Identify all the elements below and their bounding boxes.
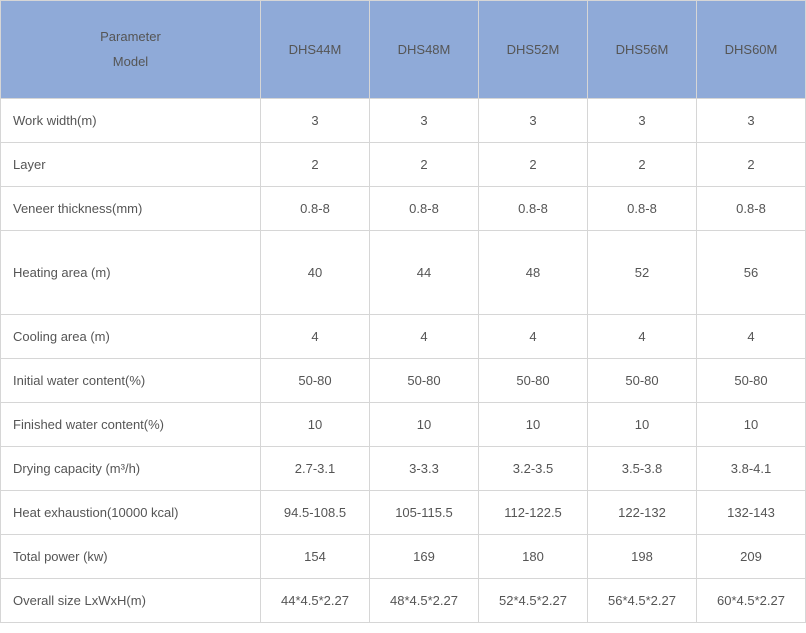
header-model-1: DHS48M: [370, 1, 479, 99]
table-row: Overall size LxWxH(m)44*4.5*2.2748*4.5*2…: [1, 579, 806, 623]
row-label: Cooling area (m): [1, 315, 261, 359]
cell-value: 56: [697, 231, 806, 315]
header-model-2: DHS52M: [479, 1, 588, 99]
row-label: Veneer thickness(mm): [1, 187, 261, 231]
cell-value: 3-3.3: [370, 447, 479, 491]
cell-value: 2.7-3.1: [261, 447, 370, 491]
table-row: Veneer thickness(mm)0.8-80.8-80.8-80.8-8…: [1, 187, 806, 231]
table-row: Finished water content(%)1010101010: [1, 403, 806, 447]
cell-value: 40: [261, 231, 370, 315]
table-row: Cooling area (m)44444: [1, 315, 806, 359]
cell-value: 122-132: [588, 491, 697, 535]
row-label: Finished water content(%): [1, 403, 261, 447]
cell-value: 50-80: [697, 359, 806, 403]
cell-value: 2: [370, 143, 479, 187]
row-label: Heating area (m): [1, 231, 261, 315]
spec-table: Parameter Model DHS44M DHS48M DHS52M DHS…: [0, 0, 806, 623]
table-row: Initial water content(%)50-8050-8050-805…: [1, 359, 806, 403]
row-label: Work width(m): [1, 99, 261, 143]
cell-value: 180: [479, 535, 588, 579]
row-label: Drying capacity (m³/h): [1, 447, 261, 491]
table-row: Layer22222: [1, 143, 806, 187]
row-label: Total power (kw): [1, 535, 261, 579]
row-label: Layer: [1, 143, 261, 187]
cell-value: 2: [588, 143, 697, 187]
header-model-0: DHS44M: [261, 1, 370, 99]
cell-value: 94.5-108.5: [261, 491, 370, 535]
cell-value: 48: [479, 231, 588, 315]
header-parameter-model-inner: Parameter Model: [11, 25, 250, 74]
cell-value: 44*4.5*2.27: [261, 579, 370, 623]
cell-value: 209: [697, 535, 806, 579]
cell-value: 0.8-8: [370, 187, 479, 231]
cell-value: 0.8-8: [697, 187, 806, 231]
table-row: Heat exhaustion(10000 kcal)94.5-108.5105…: [1, 491, 806, 535]
header-model-label: Model: [11, 50, 250, 75]
cell-value: 10: [479, 403, 588, 447]
header-parameter-model: Parameter Model: [1, 1, 261, 99]
cell-value: 3: [261, 99, 370, 143]
cell-value: 3: [697, 99, 806, 143]
header-parameter-label: Parameter: [11, 25, 250, 50]
cell-value: 3: [588, 99, 697, 143]
cell-value: 3.8-4.1: [697, 447, 806, 491]
cell-value: 10: [697, 403, 806, 447]
cell-value: 3: [370, 99, 479, 143]
cell-value: 132-143: [697, 491, 806, 535]
cell-value: 3.5-3.8: [588, 447, 697, 491]
cell-value: 105-115.5: [370, 491, 479, 535]
cell-value: 0.8-8: [588, 187, 697, 231]
table-row: Drying capacity (m³/h)2.7-3.13-3.33.2-3.…: [1, 447, 806, 491]
header-model-3: DHS56M: [588, 1, 697, 99]
cell-value: 154: [261, 535, 370, 579]
table-row: Heating area (m)4044485256: [1, 231, 806, 315]
cell-value: 50-80: [479, 359, 588, 403]
cell-value: 52: [588, 231, 697, 315]
cell-value: 2: [479, 143, 588, 187]
cell-value: 3: [479, 99, 588, 143]
cell-value: 3.2-3.5: [479, 447, 588, 491]
cell-value: 0.8-8: [261, 187, 370, 231]
row-label: Heat exhaustion(10000 kcal): [1, 491, 261, 535]
cell-value: 4: [697, 315, 806, 359]
cell-value: 4: [479, 315, 588, 359]
header-row: Parameter Model DHS44M DHS48M DHS52M DHS…: [1, 1, 806, 99]
cell-value: 4: [370, 315, 479, 359]
cell-value: 10: [261, 403, 370, 447]
cell-value: 48*4.5*2.27: [370, 579, 479, 623]
cell-value: 2: [697, 143, 806, 187]
table-body: Work width(m)33333Layer22222Veneer thick…: [1, 99, 806, 623]
cell-value: 169: [370, 535, 479, 579]
cell-value: 198: [588, 535, 697, 579]
row-label: Overall size LxWxH(m): [1, 579, 261, 623]
row-label: Initial water content(%): [1, 359, 261, 403]
cell-value: 56*4.5*2.27: [588, 579, 697, 623]
cell-value: 2: [261, 143, 370, 187]
cell-value: 44: [370, 231, 479, 315]
cell-value: 10: [588, 403, 697, 447]
cell-value: 50-80: [588, 359, 697, 403]
cell-value: 52*4.5*2.27: [479, 579, 588, 623]
cell-value: 4: [261, 315, 370, 359]
cell-value: 4: [588, 315, 697, 359]
cell-value: 112-122.5: [479, 491, 588, 535]
cell-value: 10: [370, 403, 479, 447]
spec-table-container: Parameter Model DHS44M DHS48M DHS52M DHS…: [0, 0, 806, 623]
cell-value: 50-80: [261, 359, 370, 403]
cell-value: 50-80: [370, 359, 479, 403]
table-head: Parameter Model DHS44M DHS48M DHS52M DHS…: [1, 1, 806, 99]
table-row: Work width(m)33333: [1, 99, 806, 143]
table-row: Total power (kw)154169180198209: [1, 535, 806, 579]
cell-value: 0.8-8: [479, 187, 588, 231]
header-model-4: DHS60M: [697, 1, 806, 99]
cell-value: 60*4.5*2.27: [697, 579, 806, 623]
